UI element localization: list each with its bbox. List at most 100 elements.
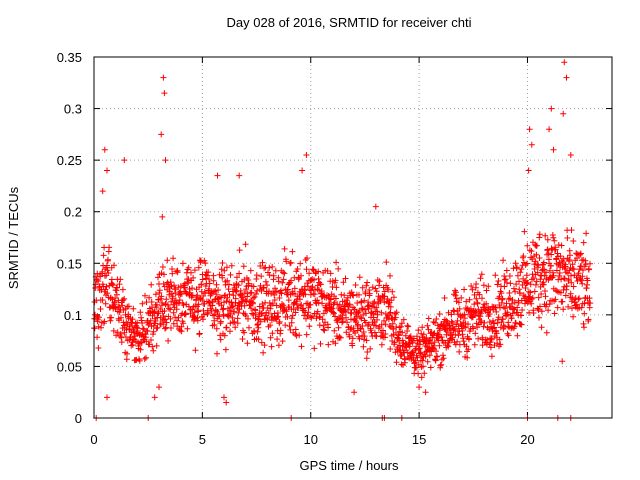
data-point — [500, 304, 507, 311]
data-point — [170, 309, 177, 316]
data-point — [585, 266, 592, 273]
data-point — [150, 328, 157, 335]
data-point — [298, 272, 304, 279]
data-point — [540, 281, 547, 288]
data-point — [94, 334, 101, 341]
data-point — [543, 329, 550, 336]
data-point — [224, 294, 231, 301]
data-point — [364, 279, 371, 286]
data-point — [382, 321, 389, 328]
data-point — [512, 260, 519, 267]
data-point — [137, 309, 144, 316]
data-point — [540, 259, 547, 266]
data-point — [223, 324, 230, 331]
data-point — [164, 257, 171, 264]
data-point — [102, 286, 109, 293]
data-point — [404, 322, 411, 329]
data-point — [118, 339, 125, 346]
data-point — [355, 321, 361, 328]
data-point — [548, 245, 555, 252]
data-point — [141, 355, 148, 362]
data-point — [223, 298, 230, 305]
data-point — [116, 303, 123, 310]
data-point — [198, 281, 205, 288]
data-point — [232, 324, 239, 331]
data-point — [418, 374, 425, 381]
data-point — [302, 291, 309, 298]
data-point — [451, 325, 458, 332]
data-point — [298, 301, 305, 308]
data-point — [500, 257, 507, 264]
data-point — [422, 389, 429, 396]
data-point — [581, 310, 588, 317]
data-point — [206, 285, 213, 292]
data-point — [204, 272, 211, 279]
data-point — [525, 167, 532, 174]
data-point — [479, 295, 485, 302]
data-point — [587, 300, 594, 307]
data-point — [373, 288, 380, 295]
data-point — [231, 308, 238, 315]
data-point — [498, 319, 505, 326]
data-point — [542, 288, 548, 294]
data-point — [224, 277, 231, 284]
data-point — [349, 342, 356, 349]
data-point — [575, 270, 582, 277]
data-point — [534, 261, 541, 268]
data-point — [180, 302, 187, 308]
data-point — [133, 356, 140, 363]
data-point — [436, 327, 443, 334]
data-point — [188, 269, 194, 276]
data-point — [522, 300, 528, 307]
data-point — [543, 269, 549, 276]
data-point — [180, 320, 187, 327]
data-point — [550, 146, 557, 153]
data-point — [167, 315, 174, 322]
data-point — [334, 316, 341, 323]
data-point — [480, 282, 487, 289]
data-point — [116, 281, 123, 288]
data-point — [577, 276, 584, 283]
data-point — [559, 298, 566, 305]
data-point — [440, 355, 447, 362]
data-point — [405, 323, 412, 330]
data-point — [369, 284, 376, 291]
data-point — [167, 279, 174, 286]
data-point — [566, 256, 573, 263]
data-point — [438, 334, 445, 341]
data-point — [292, 309, 299, 316]
data-point — [529, 294, 536, 301]
data-point — [477, 275, 484, 282]
data-point — [166, 291, 173, 298]
data-point — [579, 280, 586, 287]
data-point — [170, 255, 177, 262]
data-point — [332, 340, 339, 347]
data-point — [349, 335, 356, 342]
data-point — [476, 291, 483, 298]
data-point — [130, 305, 137, 312]
data-point — [494, 281, 501, 288]
data-point — [332, 313, 339, 320]
data-point — [548, 262, 554, 269]
data-point — [98, 324, 104, 331]
data-point — [387, 303, 394, 310]
data-point — [109, 281, 116, 288]
data-point — [227, 320, 234, 327]
data-point — [567, 252, 573, 259]
data-point — [518, 266, 525, 273]
data-point — [192, 347, 199, 354]
data-point — [325, 324, 332, 331]
data-point — [326, 295, 333, 302]
data-point — [404, 328, 411, 334]
data-point — [502, 305, 509, 312]
data-point — [213, 281, 220, 288]
data-point — [483, 300, 490, 307]
data-point — [560, 306, 567, 313]
data-point — [240, 263, 247, 270]
data-point — [143, 299, 150, 306]
data-point — [137, 346, 144, 353]
data-point — [170, 320, 177, 327]
y-tick-label: 0.1 — [64, 308, 82, 323]
data-point — [275, 313, 282, 320]
data-point — [503, 267, 510, 274]
